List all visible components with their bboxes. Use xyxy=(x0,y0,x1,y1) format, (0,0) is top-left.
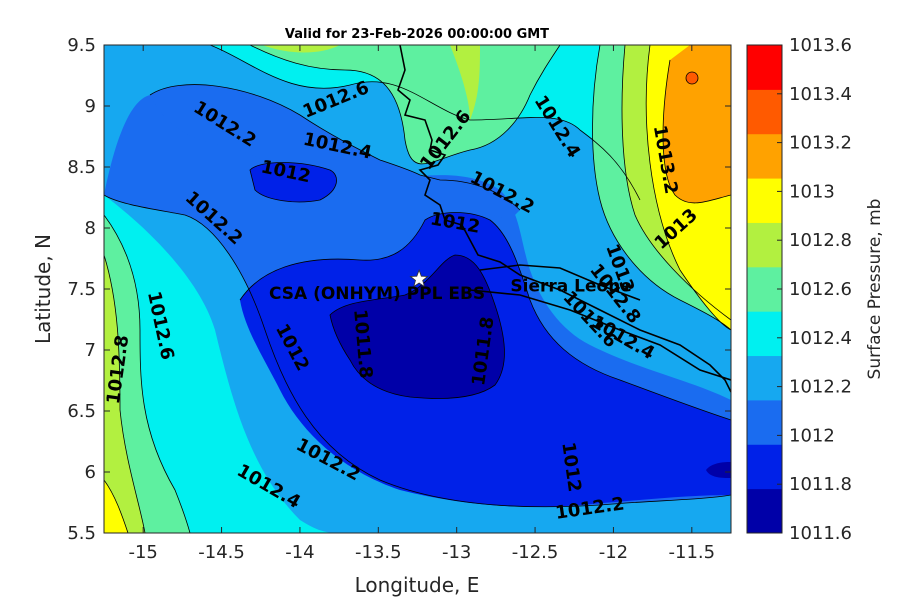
y-tick-label: 8.5 xyxy=(67,157,96,178)
x-axis-label: Longitude, E xyxy=(355,573,480,597)
colorbar-tick-label: 1013.6 xyxy=(789,35,852,56)
colorbar-tick-label: 1011.8 xyxy=(789,474,852,495)
colorbar-tick-label: 1013.2 xyxy=(789,133,852,154)
colorbar-swatch xyxy=(747,133,782,179)
colorbar-swatch xyxy=(747,89,782,135)
colorbar-swatch xyxy=(747,222,782,268)
contour-fill-layer xyxy=(104,45,731,533)
colorbar-tick-label: 1012.4 xyxy=(789,328,852,349)
site-label: CSA (ONHYM) PPL EBS xyxy=(269,284,485,304)
y-tick-label: 8 xyxy=(85,218,96,239)
x-tick-label: -12.5 xyxy=(512,542,559,563)
colorbar-swatch xyxy=(747,311,782,357)
colorbar-swatch xyxy=(747,399,782,445)
x-tick-label: -14.5 xyxy=(198,542,245,563)
colorbar-tick-label: 1011.6 xyxy=(789,523,852,544)
colorbar-swatch xyxy=(747,266,782,312)
colorbar-tick-label: 1012.2 xyxy=(789,377,852,398)
colorbar-swatch xyxy=(747,488,782,534)
site-layer: CSA (ONHYM) PPL EBS Sierra Leone xyxy=(269,269,632,304)
colorbar-tick-label: 1012 xyxy=(789,425,835,446)
x-tick-label: -13.5 xyxy=(355,542,402,563)
y-tick-label: 7 xyxy=(85,340,96,361)
colorbar: 1011.6 1011.8 1012 1012.2 1012.4 1012.6 1012.8… xyxy=(746,35,852,544)
coastline-borders xyxy=(397,45,731,393)
colorbar-tick-label: 1013.4 xyxy=(789,84,852,105)
x-tick-label: -12 xyxy=(599,542,628,563)
x-tick-label: -13 xyxy=(442,542,471,563)
site-star-marker xyxy=(409,269,429,288)
y-tick-label: 9.5 xyxy=(67,35,96,56)
y-tick-label: 5.5 xyxy=(67,523,96,544)
colorbar-label: Surface Pressure, mb xyxy=(865,199,885,380)
contour-lines xyxy=(104,45,731,533)
y-axis-label: Latitude, N xyxy=(31,234,55,344)
colorbar-tick-label: 1012.8 xyxy=(789,230,852,251)
region-label: Sierra Leone xyxy=(510,276,631,296)
colorbar-swatch xyxy=(747,178,782,223)
colorbar-swatch xyxy=(747,45,782,90)
axes-layer: -15 -14.5 -14 -13.5 -13 -12.5 -12 -11.5 5.5 6 6.5 7… xyxy=(67,35,731,563)
colorbar-tick-label: 1013 xyxy=(789,181,835,202)
x-tick-label: -14 xyxy=(285,542,314,563)
x-tick-label: -11.5 xyxy=(669,542,716,563)
y-tick-label: 6 xyxy=(85,462,96,483)
y-tick-label: 7.5 xyxy=(67,279,96,300)
colorbar-swatch xyxy=(747,444,782,490)
colorbar-swatch xyxy=(747,355,782,401)
y-tick-label: 9 xyxy=(85,96,96,117)
y-tick-label: 6.5 xyxy=(67,401,96,422)
colorbar-tick-label: 1012.6 xyxy=(789,279,852,300)
x-tick-label: -15 xyxy=(128,542,157,563)
chart-title: Valid for 23-Feb-2026 00:00:00 GMT xyxy=(285,27,549,42)
